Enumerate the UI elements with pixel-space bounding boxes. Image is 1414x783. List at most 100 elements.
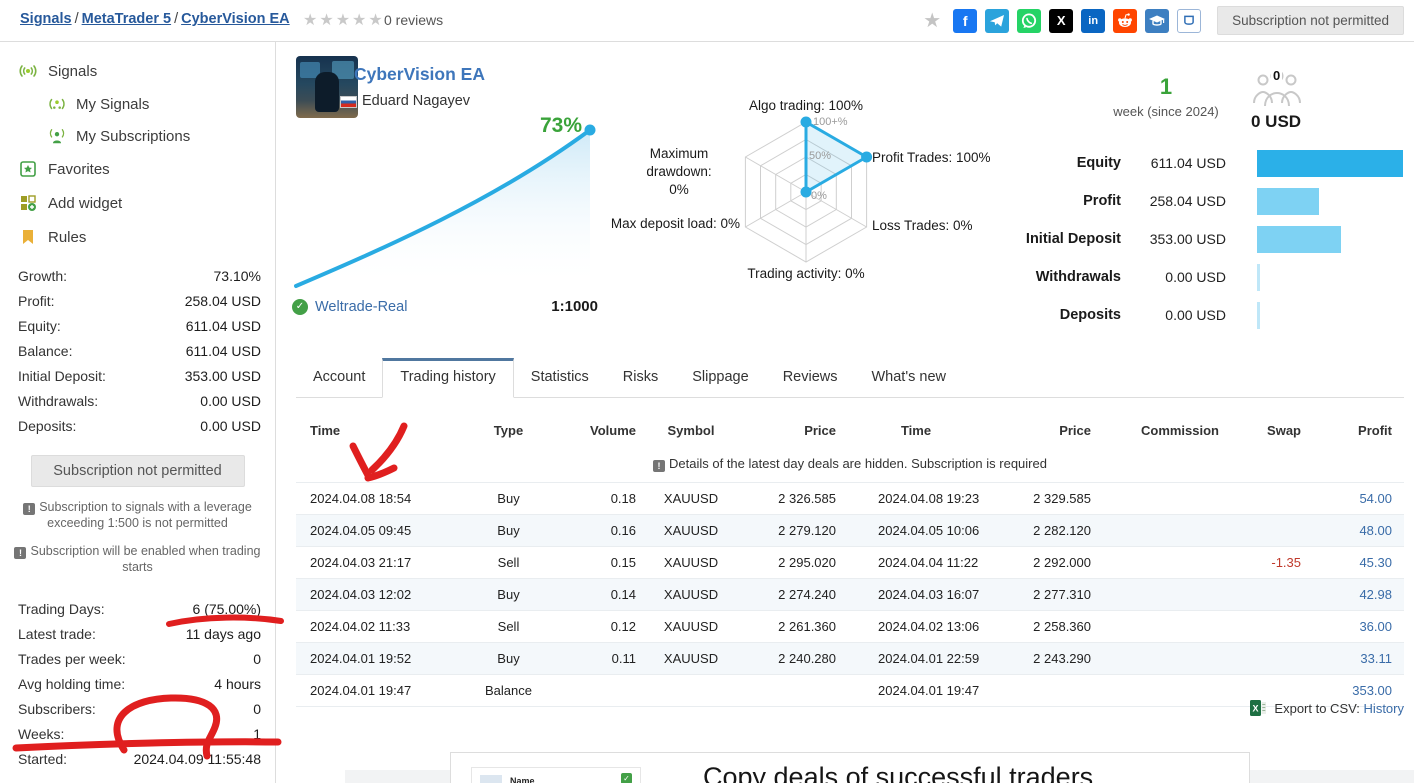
weeks-count: 1 xyxy=(1159,74,1173,99)
growth-endpoint-dot xyxy=(584,124,596,136)
sidebar-item-favorites[interactable]: Favorites xyxy=(0,152,275,186)
sidebar: Signals My Signals My Subscriptions Favo… xyxy=(0,42,276,783)
linkedin-icon[interactable]: in xyxy=(1081,8,1106,33)
table-row: 2024.04.03 21:17 Sell 0.15 XAUUSD 2 295.020 2… xyxy=(296,546,1404,579)
rules-icon xyxy=(23,230,33,244)
stat-trades-per-week: Trades per week: 0 xyxy=(18,651,261,667)
reviews-link[interactable]: 0 reviews xyxy=(384,12,444,28)
sidebar-item-signals[interactable]: Signals xyxy=(0,54,275,88)
banner-trader-card: Name ✓ xyxy=(471,767,641,783)
tab-statistics[interactable]: Statistics xyxy=(530,369,589,385)
summary-value-profit: 258.04 USD xyxy=(1149,193,1226,209)
export-history-link[interactable]: History xyxy=(1363,701,1404,716)
summary-label-deposits: Deposits xyxy=(1059,307,1121,323)
breadcrumb-signals[interactable]: Signals xyxy=(20,11,72,27)
breadcrumb-metatrader5[interactable]: MetaTrader 5 xyxy=(81,11,172,27)
banner-name-label: Name xyxy=(510,776,535,783)
info-icon: ! xyxy=(14,547,27,559)
sidebar-item-label: My Subscriptions xyxy=(76,127,191,145)
summary-label-withdrawals: Withdrawals xyxy=(1035,269,1121,285)
telegram-icon[interactable] xyxy=(985,8,1010,33)
sidebar-item-label: Favorites xyxy=(48,160,110,178)
summary-bar-initial-deposit xyxy=(1257,226,1341,253)
copy-trading-banner[interactable]: Name ✓ Copy deals of successful traders xyxy=(450,752,1250,783)
tab-reviews[interactable]: Reviews xyxy=(782,369,838,385)
svg-text:X: X xyxy=(1252,704,1258,714)
signal-author-link[interactable]: Eduard Nagayev xyxy=(362,93,471,109)
sidebar-stats: Growth: 73.10% Profit: 258.04 USD Equity: 6… xyxy=(0,264,275,439)
stat-growth: Growth: 73.10% xyxy=(18,268,261,284)
tab-whats-new[interactable]: What's new xyxy=(871,369,946,385)
summary-bar-equity xyxy=(1257,150,1403,177)
summary-label-profit: Profit xyxy=(1083,193,1121,209)
subscribers-icon: 0 xyxy=(1251,66,1303,110)
banner-headline: Copy deals of successful traders xyxy=(703,762,1094,783)
hidden-deals-notice: ! Details of the latest day deals are hid… xyxy=(296,450,1404,483)
subscription-note-trading: ! Subscription will be enabled when tradi… xyxy=(14,543,261,575)
facebook-icon[interactable]: f xyxy=(953,8,978,33)
radar-ring-100: 100+% xyxy=(813,116,848,128)
subscription-not-permitted-button[interactable]: Subscription not permitted xyxy=(1217,6,1404,35)
whatsapp-icon[interactable] xyxy=(1017,8,1042,33)
radar-axis-maximum-drawdown: Maximum drawdown: 0% xyxy=(646,146,712,197)
favorite-star-icon[interactable]: ★ xyxy=(923,9,942,32)
sidebar-stats-secondary: Trading Days: 6 (75.00%) Latest trade: 11 … xyxy=(0,597,275,772)
signal-avatar[interactable] xyxy=(296,56,358,118)
breadcrumb-separator: / xyxy=(74,11,79,27)
stat-avg-holding-time: Avg holding time: 4 hours xyxy=(18,676,261,692)
stat-trading-days: Trading Days: 6 (75.00%) xyxy=(18,601,261,617)
summary-bar-deposits xyxy=(1257,302,1260,329)
tab-account[interactable]: Account xyxy=(313,369,366,385)
summary-label-initial-deposit: Initial Deposit xyxy=(1025,231,1121,247)
tab-slippage[interactable]: Slippage xyxy=(692,369,749,385)
table-row-balance: 2024.04.01 19:47 Balance 2024.04.01 19:47 3… xyxy=(296,674,1404,707)
export-label: Export to CSV: xyxy=(1274,701,1360,716)
stat-initial-deposit: Initial Deposit: 353.00 USD xyxy=(18,368,261,384)
bookmark-pocket-icon[interactable] xyxy=(1177,8,1202,33)
x-twitter-icon[interactable]: X xyxy=(1049,8,1074,33)
sidebar-item-my-subscriptions[interactable]: My Subscriptions xyxy=(0,120,275,152)
subscription-note-leverage: ! Subscription to signals with a leverage… xyxy=(14,499,261,531)
summary-value-deposits: 0.00 USD xyxy=(1165,307,1226,323)
summary-value-equity: 611.04 USD xyxy=(1150,155,1226,171)
russia-flag-icon xyxy=(340,96,357,108)
subscription-not-permitted-button-sidebar[interactable]: Subscription not permitted xyxy=(30,455,245,487)
top-bar: Signals / MetaTrader 5/CyberVision EA ★★★★… xyxy=(0,0,1414,42)
broker-link[interactable]: Weltrade-Real xyxy=(315,298,408,315)
tab-risks[interactable]: Risks xyxy=(622,369,659,385)
table-row: 2024.04.08 18:54 Buy 0.18 XAUUSD 2 326.585 20… xyxy=(296,482,1404,515)
table-row: 2024.04.02 11:33 Sell 0.12 XAUUSD 2 261.360 2… xyxy=(296,610,1404,643)
stat-subscribers: Subscribers: 0 xyxy=(18,701,261,717)
trading-history-table: Time Type Volume Symbol Price Time Price Comm… xyxy=(296,410,1404,707)
export-row: X Export to CSV: History xyxy=(296,700,1404,716)
sidebar-item-label: Add widget xyxy=(48,194,123,212)
tab-trading-history[interactable]: Trading history xyxy=(382,358,514,398)
stat-started: Started: 2024.04.09 11:55:48 xyxy=(18,751,261,767)
sidebar-item-rules[interactable]: Rules xyxy=(0,220,275,254)
radar-axis-trading-activity: Trading activity: 0% xyxy=(747,266,865,281)
radar-chart: Algo trading: 100% 100+% 50% 0% Profit T… xyxy=(611,90,1020,305)
my-subscriptions-icon xyxy=(49,129,65,144)
radar-axis-loss-trades: Loss Trades: 0% xyxy=(872,218,973,233)
stat-latest-trade: Latest trade: 11 days ago xyxy=(18,626,261,642)
add-widget-icon xyxy=(21,195,36,211)
breadcrumb-separator: / xyxy=(174,11,179,27)
subscribers-count-badge: 0 xyxy=(1271,68,1283,83)
sidebar-item-my-signals[interactable]: My Signals xyxy=(0,88,275,120)
verified-check-icon: ✓ xyxy=(292,298,308,315)
info-icon: ! xyxy=(653,460,666,472)
table-row: 2024.04.03 12:02 Buy 0.14 XAUUSD 2 274.240 20… xyxy=(296,578,1404,611)
signal-title-link[interactable]: CyberVision EA xyxy=(354,64,485,84)
table-row: 2024.04.01 19:52 Buy 0.11 XAUUSD 2 240.280 20… xyxy=(296,642,1404,675)
education-icon[interactable] xyxy=(1145,8,1170,33)
sidebar-item-add-widget[interactable]: Add widget xyxy=(0,186,275,220)
sidebar-item-label: Rules xyxy=(48,228,87,246)
reddit-icon[interactable] xyxy=(1113,8,1138,33)
leverage-value: 1:1000 xyxy=(551,298,598,315)
favorites-icon xyxy=(20,161,36,177)
excel-icon[interactable]: X xyxy=(1249,700,1266,716)
breadcrumb-cybervision-ea[interactable]: CyberVision EA xyxy=(181,11,290,27)
stat-weeks: Weeks: 1 xyxy=(18,726,261,742)
info-icon: ! xyxy=(23,503,36,515)
summary-bar-withdrawals xyxy=(1257,264,1260,291)
